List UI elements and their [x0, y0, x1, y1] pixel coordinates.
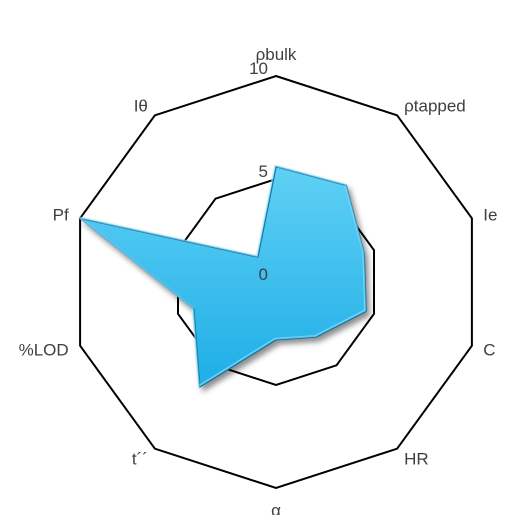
tick-label-0: 0 — [259, 265, 268, 284]
tick-label-10: 10 — [249, 59, 268, 78]
axis-label-5: α — [271, 501, 281, 515]
data-point-t´´ — [199, 386, 201, 388]
data-point-Pf — [79, 217, 81, 219]
data-point-ρbulk — [275, 166, 277, 168]
data-point-α — [275, 339, 277, 341]
data-point-HR — [315, 336, 317, 338]
data-point-ρtapped — [345, 184, 347, 186]
axis-label-6: t´´ — [132, 449, 148, 468]
axis-label-1: ρtapped — [404, 97, 466, 116]
radar-grid — [79, 74, 473, 490]
data-point-Ie — [363, 252, 365, 254]
series-area-highlight-0 — [78, 164, 367, 387]
grid-ring-10 — [79, 74, 473, 490]
series-area-0 — [79, 165, 367, 388]
axis-label-9: Iθ — [134, 97, 148, 116]
radar-axis-labels: ρbulk ρtapped Ie C HR α t´´ %LOD Pf Iθ — [19, 45, 498, 520]
axis-label-4: HR — [404, 449, 429, 468]
axis-label-2: Ie — [483, 206, 497, 225]
axis-label-0: ρbulk — [256, 45, 297, 64]
axis-label-8: Pf — [53, 206, 69, 225]
grid-ring-5 — [177, 177, 375, 387]
axis-label-3: C — [483, 340, 495, 359]
tick-label-5: 5 — [259, 162, 268, 181]
data-point-%LOD — [193, 308, 195, 310]
radar-tick-labels: 0 5 10 — [249, 59, 268, 284]
axis-label-7: %LOD — [19, 340, 69, 359]
data-point-C — [365, 310, 367, 312]
radar-series-layer — [78, 164, 367, 388]
data-point-Iθ — [257, 256, 259, 258]
